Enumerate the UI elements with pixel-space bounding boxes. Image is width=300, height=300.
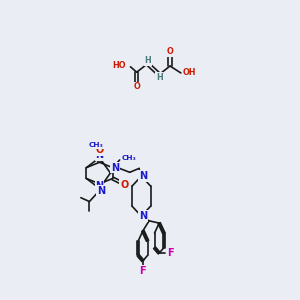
Text: F: F xyxy=(140,266,146,276)
Text: N: N xyxy=(97,186,105,196)
Text: N: N xyxy=(111,163,119,173)
Text: O: O xyxy=(167,47,173,56)
Text: F: F xyxy=(167,248,173,258)
Text: CH₃: CH₃ xyxy=(121,155,136,161)
Text: HO: HO xyxy=(112,61,126,70)
Text: H: H xyxy=(144,56,151,65)
Text: O: O xyxy=(95,145,104,155)
Text: H: H xyxy=(156,73,163,82)
Text: CH₃: CH₃ xyxy=(89,142,104,148)
Text: O: O xyxy=(120,180,128,190)
Text: N: N xyxy=(95,181,104,191)
Text: OH: OH xyxy=(182,68,196,77)
Text: O: O xyxy=(133,82,140,91)
Text: N: N xyxy=(139,211,147,221)
Text: N: N xyxy=(139,171,147,181)
Text: N: N xyxy=(95,150,104,160)
